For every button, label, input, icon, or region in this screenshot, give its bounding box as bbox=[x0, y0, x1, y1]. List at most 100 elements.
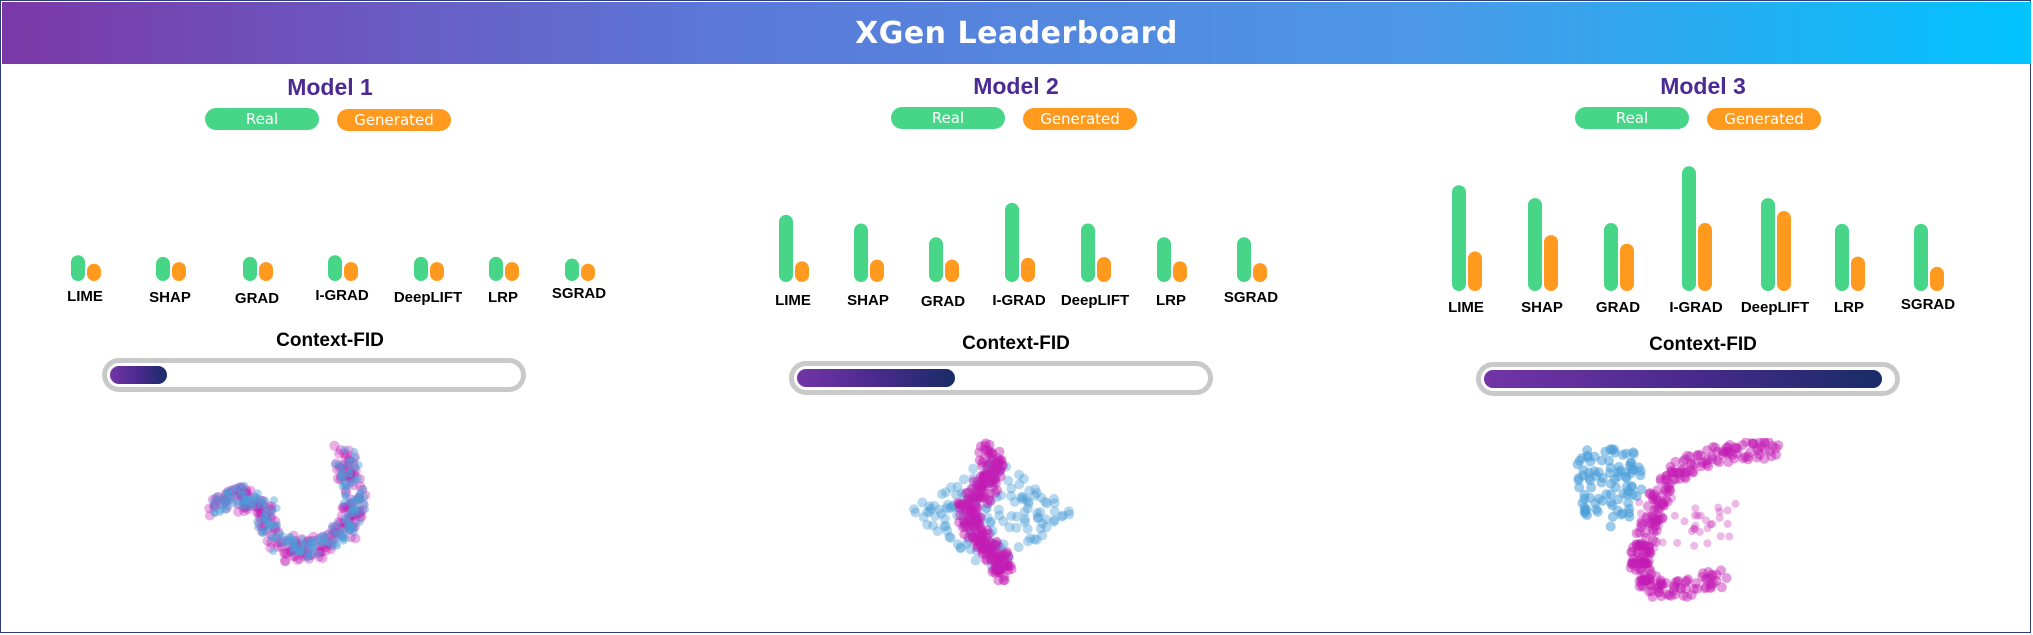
real-point bbox=[1019, 517, 1030, 528]
real-point bbox=[944, 503, 955, 514]
generated-point bbox=[303, 539, 314, 550]
generated-point bbox=[972, 493, 983, 504]
real-point bbox=[942, 499, 953, 510]
generated-point bbox=[234, 487, 245, 498]
generated-point bbox=[236, 482, 247, 493]
generated-point bbox=[971, 511, 982, 522]
generated-point bbox=[995, 551, 1006, 561]
real-point bbox=[359, 499, 368, 508]
generated-point bbox=[1702, 573, 1713, 584]
generated-point bbox=[990, 463, 1001, 474]
generated-point bbox=[1655, 575, 1666, 586]
real-point bbox=[1576, 453, 1587, 464]
generated-point bbox=[1655, 475, 1666, 486]
real-point bbox=[221, 505, 230, 514]
generated-point bbox=[1678, 590, 1689, 601]
generated-point bbox=[260, 511, 271, 521]
real-point bbox=[350, 523, 359, 532]
generated-point bbox=[972, 480, 983, 491]
generated-point bbox=[980, 438, 991, 449]
generated-point bbox=[1634, 539, 1645, 550]
generated-point bbox=[970, 490, 981, 501]
generated-point bbox=[1661, 502, 1670, 511]
generated-point bbox=[1696, 511, 1705, 520]
category-label: GRAD bbox=[1596, 299, 1640, 316]
real-point bbox=[985, 517, 996, 528]
generated-point bbox=[302, 536, 313, 547]
generated-point bbox=[1661, 471, 1672, 482]
real-point bbox=[1037, 518, 1048, 529]
generated-point bbox=[345, 499, 356, 510]
generated-point bbox=[245, 485, 256, 496]
generated-point bbox=[1682, 591, 1693, 602]
real-point bbox=[224, 495, 233, 504]
real-point bbox=[1019, 507, 1030, 517]
generated-point bbox=[1653, 503, 1664, 514]
real-point bbox=[305, 551, 314, 560]
generated-point bbox=[1682, 450, 1693, 461]
real-point bbox=[282, 539, 291, 548]
real-point bbox=[346, 499, 355, 508]
generated-point bbox=[1675, 464, 1686, 475]
generated-point bbox=[1002, 561, 1013, 572]
real-point bbox=[273, 534, 282, 543]
real-point bbox=[339, 533, 347, 541]
generated-point bbox=[1635, 522, 1646, 533]
real-point bbox=[962, 494, 973, 505]
generated-point bbox=[316, 547, 327, 557]
generated-point bbox=[1669, 467, 1680, 478]
generated-point bbox=[239, 495, 250, 506]
real-point bbox=[1582, 445, 1593, 456]
real-point bbox=[338, 534, 347, 543]
generated-point bbox=[242, 504, 253, 515]
real-point bbox=[978, 472, 989, 482]
generated-point bbox=[984, 478, 995, 489]
real-point bbox=[290, 543, 299, 552]
generated-point bbox=[1635, 498, 1644, 507]
generated-point bbox=[266, 537, 277, 548]
generated-point bbox=[992, 563, 1003, 574]
bar-generated bbox=[1698, 223, 1712, 291]
generated-point bbox=[1706, 579, 1717, 590]
generated-point bbox=[977, 480, 988, 491]
generated-point bbox=[239, 493, 250, 504]
header-banner: XGen Leaderboard bbox=[2, 2, 2031, 64]
generated-point bbox=[265, 505, 276, 516]
real-point bbox=[361, 505, 369, 514]
generated-point bbox=[1644, 573, 1655, 584]
generated-point bbox=[280, 556, 291, 567]
generated-point bbox=[974, 533, 985, 544]
generated-point bbox=[991, 562, 1002, 573]
real-point bbox=[965, 544, 976, 555]
generated-point bbox=[963, 532, 974, 543]
generated-point bbox=[985, 542, 996, 553]
real-point bbox=[268, 506, 277, 515]
generated-point bbox=[337, 530, 348, 541]
generated-point bbox=[1747, 438, 1758, 449]
generated-point bbox=[1731, 499, 1740, 508]
generated-point bbox=[317, 541, 328, 552]
generated-point bbox=[229, 491, 240, 502]
generated-point bbox=[1003, 551, 1014, 562]
generated-point bbox=[1646, 517, 1657, 528]
real-point bbox=[997, 546, 1008, 557]
real-point bbox=[951, 489, 961, 500]
real-point bbox=[322, 538, 331, 547]
real-point bbox=[338, 466, 347, 475]
real-point bbox=[971, 546, 982, 556]
generated-point bbox=[314, 533, 324, 544]
generated-point bbox=[1747, 438, 1758, 449]
real-point bbox=[922, 507, 933, 517]
generated-point bbox=[1634, 576, 1645, 587]
generated-point bbox=[287, 544, 298, 555]
generated-point bbox=[990, 558, 1001, 569]
real-point bbox=[982, 540, 993, 551]
real-point bbox=[217, 501, 226, 510]
generated-point bbox=[955, 499, 966, 509]
generated-point bbox=[983, 469, 994, 480]
real-point bbox=[236, 482, 245, 491]
generated-point bbox=[989, 540, 1000, 551]
generated-point bbox=[1721, 573, 1732, 583]
generated-point bbox=[1628, 553, 1639, 564]
real-point bbox=[1031, 488, 1042, 499]
